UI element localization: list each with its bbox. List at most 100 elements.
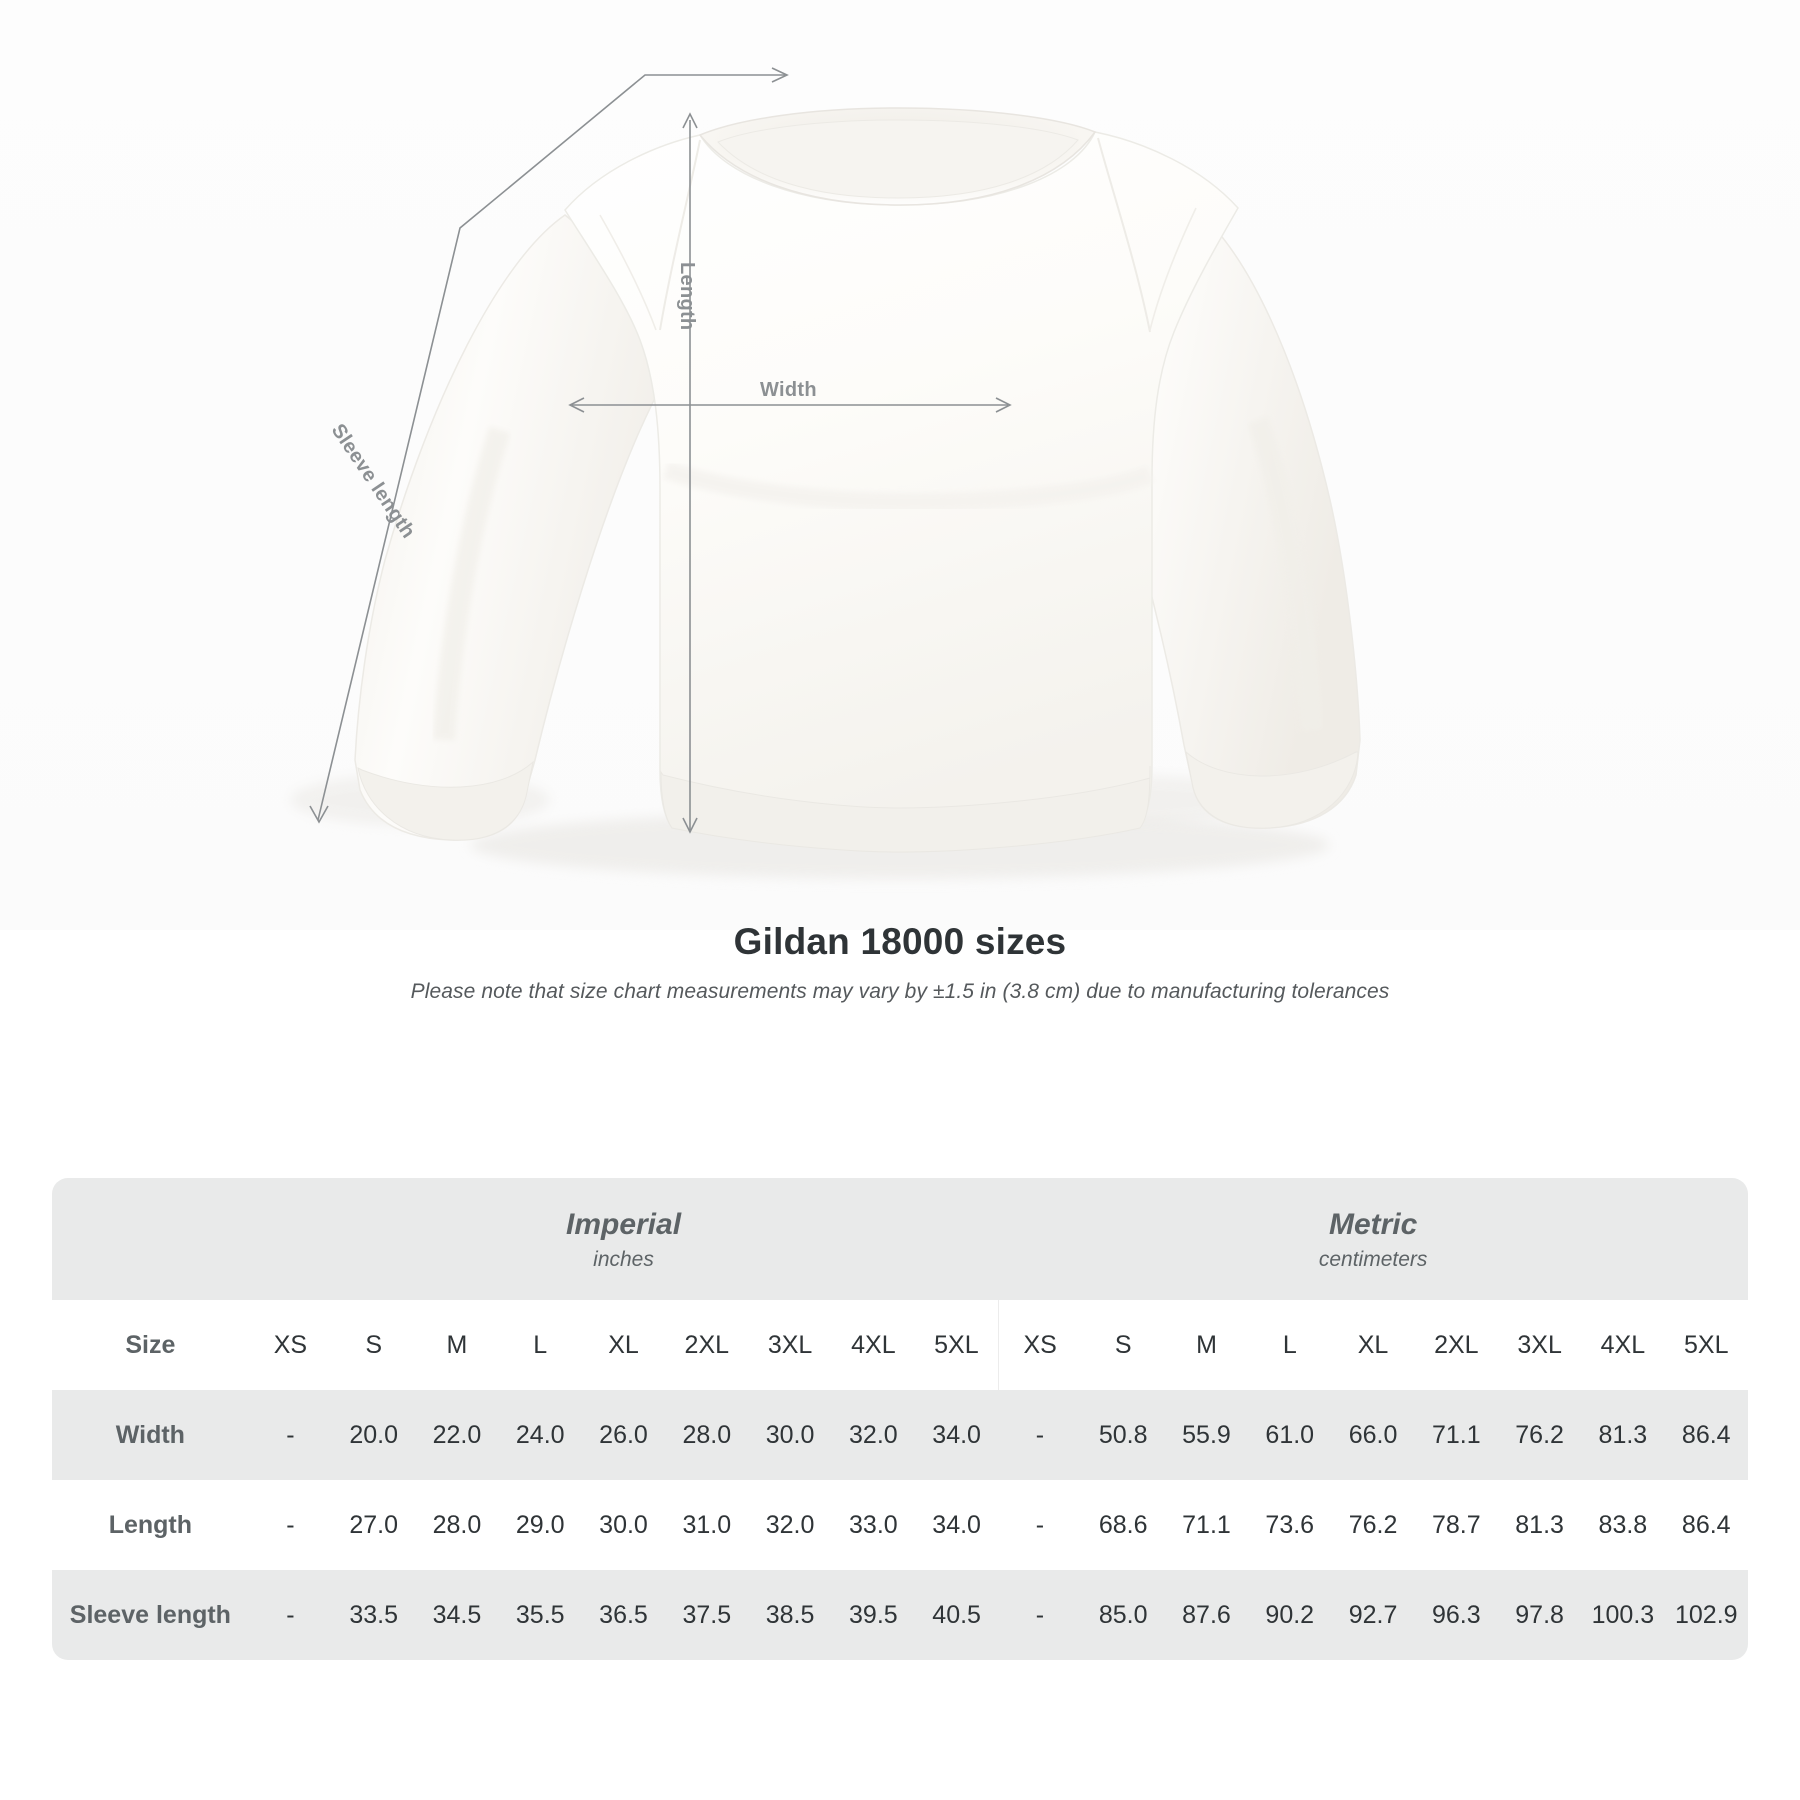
cell-length-metric-l: 73.6: [1248, 1480, 1332, 1570]
cell-sleeve-length-metric-xl: 92.7: [1331, 1570, 1415, 1660]
left-raglan-fold: [599, 214, 657, 331]
size-table: Imperial inches Metric centimeters Size X…: [52, 1178, 1748, 1660]
size-header-imperial-m: M: [415, 1300, 499, 1390]
unit-sub-metric: centimeters: [1318, 1247, 1428, 1271]
cell-width-imperial-m: 22.0: [415, 1390, 499, 1480]
table-row: Length -27.0 28.0 29.0 30.0 31.0 32.0 33.0 34.0-…: [52, 1480, 1748, 1570]
cell-length-metric-2xl: 78.7: [1414, 1480, 1498, 1570]
size-header-metric-xl: XL: [1331, 1300, 1415, 1390]
cell-length-metric-xl: 76.2: [1331, 1480, 1415, 1570]
sleeve-arrow-bottom: [309, 805, 329, 824]
left-sleeve-shading: [433, 426, 511, 741]
cell-length-imperial-4xl: 33.0: [831, 1480, 915, 1570]
size-header-metric-4xl: 4XL: [1581, 1300, 1665, 1390]
size-header-metric-2xl: 2XL: [1414, 1300, 1498, 1390]
unit-name-imperial: Imperial: [565, 1208, 682, 1242]
size-header-metric-m: M: [1164, 1300, 1249, 1390]
cell-sleeve-length-metric-s: 85.0: [1081, 1570, 1165, 1660]
unit-header-imperial: Imperial inches: [248, 1178, 999, 1300]
cell-sleeve-length-imperial-xl: 36.5: [581, 1570, 666, 1660]
cell-length-metric-m: 71.1: [1164, 1480, 1249, 1570]
size-header-metric-l: L: [1248, 1300, 1332, 1390]
cell-length-metric-s: 68.6: [1081, 1480, 1165, 1570]
cell-sleeve-length-metric-xs: -: [998, 1570, 1082, 1660]
cell-sleeve-length-metric-3xl: 97.8: [1497, 1570, 1582, 1660]
cell-width-imperial-5xl: 34.0: [915, 1390, 999, 1480]
cell-width-metric-l: 61.0: [1248, 1390, 1332, 1480]
cell-sleeve-length-imperial-5xl: 40.5: [915, 1570, 999, 1660]
cell-sleeve-length-metric-m: 87.6: [1164, 1570, 1249, 1660]
cell-width-imperial-l: 24.0: [498, 1390, 582, 1480]
cell-length-metric-xs: -: [998, 1480, 1082, 1570]
cell-width-imperial-2xl: 28.0: [665, 1390, 749, 1480]
size-header-imperial-5xl: 5XL: [915, 1300, 999, 1390]
table-row: Sleeve length -33.5 34.5 35.5 36.5 37.5 38.5 39…: [52, 1570, 1748, 1660]
cell-sleeve-length-metric-l: 90.2: [1248, 1570, 1332, 1660]
cell-width-imperial-3xl: 30.0: [748, 1390, 832, 1480]
length-arrow-bottom: [682, 817, 698, 834]
cell-width-metric-xl: 66.0: [1331, 1390, 1415, 1480]
cell-length-metric-3xl: 81.3: [1497, 1480, 1582, 1570]
cell-width-imperial-xl: 26.0: [581, 1390, 666, 1480]
cell-length-metric-5xl: 86.4: [1664, 1480, 1748, 1570]
cell-sleeve-length-imperial-xs: -: [248, 1570, 333, 1660]
cell-width-metric-m: 55.9: [1164, 1390, 1249, 1480]
size-header-imperial-2xl: 2XL: [665, 1300, 749, 1390]
size-header-imperial-3xl: 3XL: [748, 1300, 832, 1390]
cell-length-imperial-xl: 30.0: [581, 1480, 666, 1570]
right-sleeve-shading: [1247, 416, 1323, 731]
size-header-imperial-s: S: [332, 1300, 416, 1390]
unit-header-spacer: [52, 1178, 249, 1300]
page-title: Gildan 18000 sizes: [733, 921, 1067, 962]
unit-header-metric: Metric centimeters: [998, 1178, 1748, 1300]
right-cuff: [1185, 750, 1359, 829]
size-header-row: Size XS S M L XL 2XL 3XL 4XL 5XL XS S M L XL 2XL 3XL 4XL 5…: [52, 1300, 1748, 1390]
cell-sleeve-length-metric-5xl: 102.9: [1664, 1570, 1748, 1660]
collar-inner: [717, 119, 1079, 199]
cell-sleeve-length-imperial-3xl: 38.5: [748, 1570, 832, 1660]
cell-sleeve-length-metric-2xl: 96.3: [1414, 1570, 1498, 1660]
cell-sleeve-length-imperial-4xl: 39.5: [831, 1570, 915, 1660]
cell-width-metric-4xl: 81.3: [1581, 1390, 1665, 1480]
bottom-hem: [660, 765, 1151, 853]
cell-width-metric-2xl: 71.1: [1414, 1390, 1498, 1480]
length-dimension-label: Length: [676, 262, 698, 331]
cell-sleeve-length-metric-4xl: 100.3: [1581, 1570, 1665, 1660]
right-shoulder-seam: [1097, 137, 1151, 333]
cell-width-imperial-4xl: 32.0: [831, 1390, 915, 1480]
size-header-metric-5xl: 5XL: [1664, 1300, 1748, 1390]
cell-width-metric-5xl: 86.4: [1664, 1390, 1748, 1480]
width-dimension-label: Width: [760, 379, 817, 401]
right-raglan-fold: [1149, 207, 1197, 331]
length-arrow-top: [682, 112, 698, 129]
size-table-container: Imperial inches Metric centimeters Size X…: [52, 1178, 1748, 1660]
row-label-width: Width: [52, 1390, 249, 1480]
cell-length-imperial-l: 29.0: [498, 1480, 582, 1570]
cell-sleeve-length-imperial-l: 35.5: [498, 1570, 582, 1660]
cell-length-imperial-5xl: 34.0: [915, 1480, 999, 1570]
cell-sleeve-length-imperial-s: 33.5: [332, 1570, 416, 1660]
cell-length-imperial-2xl: 31.0: [665, 1480, 749, 1570]
size-header-label: Size: [52, 1300, 249, 1390]
size-header-metric-s: S: [1081, 1300, 1165, 1390]
cell-length-imperial-m: 28.0: [415, 1480, 499, 1570]
size-header-imperial-xl: XL: [581, 1300, 666, 1390]
size-header-metric-xs: XS: [997, 1300, 1082, 1390]
cell-sleeve-length-imperial-2xl: 37.5: [665, 1570, 749, 1660]
width-arrow-right: [995, 397, 1012, 413]
measurement-annotations: [309, 67, 1012, 834]
cell-width-imperial-xs: -: [248, 1390, 333, 1480]
title-block: Gildan 18000 sizes Please note that size…: [0, 920, 1800, 1004]
unit-header-row: Imperial inches Metric centimeters: [52, 1178, 1748, 1300]
sweatshirt-diagram: [290, 67, 1361, 879]
unit-sub-imperial: inches: [593, 1247, 654, 1271]
cell-width-metric-3xl: 76.2: [1497, 1390, 1582, 1480]
left-shoulder-seam: [659, 139, 701, 331]
unit-name-metric: Metric: [1328, 1208, 1418, 1242]
cell-width-imperial-s: 20.0: [332, 1390, 416, 1480]
garment-illustration: Width Length Sleeve length: [0, 0, 1800, 930]
tolerance-note: Please note that size chart measurements…: [410, 980, 1390, 1004]
body: [564, 131, 1239, 853]
row-label-sleeve-length: Sleeve length: [52, 1570, 249, 1660]
